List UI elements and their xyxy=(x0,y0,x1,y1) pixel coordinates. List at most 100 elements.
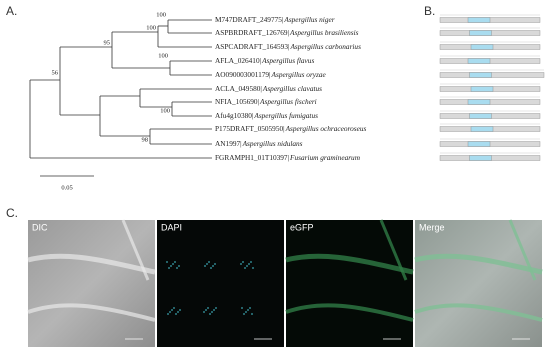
bootstrap-value: 100 xyxy=(160,107,170,114)
image-label: DIC xyxy=(32,222,48,232)
leaf-id: AFLA_026410| xyxy=(215,56,261,65)
leaf-label: M747DRAFT_249775|Aspergillus niger xyxy=(215,15,335,24)
nucleus xyxy=(170,265,172,267)
nucleus xyxy=(167,313,169,315)
nucleus xyxy=(241,307,243,309)
nucleus xyxy=(174,261,176,263)
scale-bar-label: 0.05 xyxy=(61,184,72,191)
image-label: eGFP xyxy=(290,222,314,232)
hypha xyxy=(414,253,543,275)
leaf-species: Aspergillus flavus xyxy=(261,56,314,65)
leaf-species: Aspergillus carbonarius xyxy=(289,42,361,51)
nucleus xyxy=(242,261,244,263)
nucleus xyxy=(169,311,171,313)
hypha xyxy=(379,219,408,281)
domain-bar xyxy=(439,72,545,78)
nucleus xyxy=(215,307,217,309)
nucleus xyxy=(213,309,215,311)
leaf-label: ASPCADRAFT_164593|Aspergillus carbonariu… xyxy=(215,42,361,51)
leaf-species: Aspergillus fischeri xyxy=(259,97,317,106)
nucleus xyxy=(168,267,170,269)
nucleus xyxy=(207,307,209,309)
domain-segment xyxy=(467,141,491,147)
hypha xyxy=(121,219,150,281)
nucleus xyxy=(251,313,253,315)
hypha xyxy=(285,253,414,275)
hypha xyxy=(414,303,543,322)
leaf-label: AFLA_026410|Aspergillus flavus xyxy=(215,56,314,65)
domain-segment xyxy=(470,126,494,132)
nucleus xyxy=(209,313,211,315)
domain-segment xyxy=(469,113,492,119)
phylogenetic-tree xyxy=(29,19,212,177)
leaf-species: Aspergillus nidulans xyxy=(242,139,303,148)
nucleus xyxy=(176,267,178,269)
nucleus xyxy=(178,265,180,267)
nucleus xyxy=(175,313,177,315)
domain-segment xyxy=(469,72,492,78)
domain-segment xyxy=(469,155,492,161)
leaf-id: M747DRAFT_249775| xyxy=(215,15,283,24)
nucleus xyxy=(179,309,181,311)
micrograph xyxy=(28,220,155,347)
hypha xyxy=(27,253,156,275)
leaf-species: Aspergillus niger xyxy=(283,15,334,24)
nucleus xyxy=(247,309,249,311)
nucleus xyxy=(206,263,208,265)
image-label: Merge xyxy=(419,222,445,232)
leaf-label: Afu4g10380|Aspergillus fumigatus xyxy=(215,111,318,120)
domain-segment xyxy=(467,58,491,64)
domain-segment xyxy=(469,30,492,36)
leaf-label: ACLA_049580|Aspergillus clavatus xyxy=(215,84,322,93)
nucleus xyxy=(250,261,252,263)
leaf-id: ASPCADRAFT_164593| xyxy=(215,42,289,51)
leaf-species: Aspergillus brasiliensis xyxy=(289,28,359,37)
leaf-label: AO090003001179|Aspergillus oryzae xyxy=(215,70,327,79)
micrograph xyxy=(157,220,284,347)
leaf-label: ASPBRDRAFT_126769|Aspergillus brasiliens… xyxy=(215,28,359,37)
nucleus xyxy=(252,267,254,269)
nucleus xyxy=(249,307,251,309)
leaf-id: AO090003001179| xyxy=(215,70,271,79)
nucleus xyxy=(208,261,210,263)
nucleus xyxy=(245,311,247,313)
bootstrap-value: 100 xyxy=(156,11,166,18)
domain-segment xyxy=(467,99,491,105)
domain-segment xyxy=(470,86,494,92)
domain-segment xyxy=(467,17,491,23)
bootstrap-value: 56 xyxy=(52,69,59,76)
leaf-id: ACLA_049580| xyxy=(215,84,262,93)
leaf-id: NFIA_105690| xyxy=(215,97,259,106)
nucleus xyxy=(214,263,216,265)
leaf-id: P175DRAFT_0505950| xyxy=(215,124,285,133)
nucleus xyxy=(203,311,205,313)
nucleus xyxy=(212,265,214,267)
leaf-label: P175DRAFT_0505950|Aspergillus ochraceoro… xyxy=(215,124,366,133)
panel-label: B. xyxy=(424,4,435,18)
bootstrap-value: 98 xyxy=(142,136,149,143)
panel-label: A. xyxy=(6,4,17,18)
nucleus xyxy=(177,311,179,313)
leaf-id: AN1997| xyxy=(215,139,242,148)
nucleus xyxy=(243,313,245,315)
leaf-id: Afu4g10380| xyxy=(215,111,253,120)
hypha xyxy=(285,303,414,322)
nucleus xyxy=(171,309,173,311)
leaf-id: ASPBRDRAFT_126769| xyxy=(215,28,289,37)
hypha xyxy=(508,219,537,281)
nucleus xyxy=(244,267,246,269)
leaf-label: AN1997|Aspergillus nidulans xyxy=(215,139,303,148)
nucleus xyxy=(246,265,248,267)
domain-segment xyxy=(470,44,494,50)
nucleus xyxy=(173,307,175,309)
nucleus xyxy=(166,261,168,263)
bootstrap-value: 100 xyxy=(146,24,156,31)
hypha xyxy=(27,303,156,322)
micrograph xyxy=(415,220,542,347)
leaf-label: FGRAMPH1_01T10397|Fusarium graminearum xyxy=(215,153,360,162)
leaf-species: Aspergillus fumigatus xyxy=(253,111,318,120)
leaf-species: Aspergillus ochraceoroseus xyxy=(285,124,367,133)
leaf-species: Aspergillus clavatus xyxy=(262,84,322,93)
nucleus xyxy=(205,309,207,311)
